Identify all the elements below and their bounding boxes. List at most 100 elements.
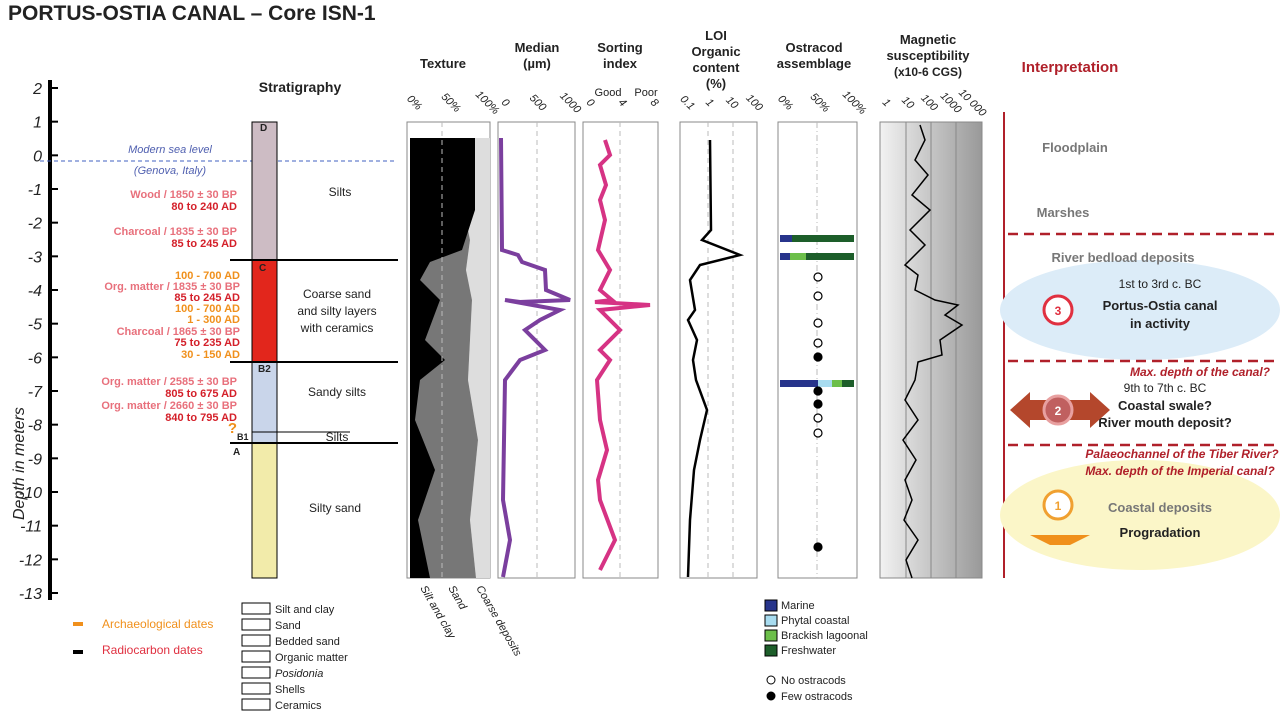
legend-swatch bbox=[73, 650, 83, 654]
panel-title: (%) bbox=[706, 76, 726, 91]
legend-swatch bbox=[242, 683, 270, 694]
few-ostracod bbox=[814, 543, 822, 551]
legend-swatch bbox=[242, 603, 270, 614]
legend-swatch bbox=[765, 600, 777, 611]
y-tick-label: -7 bbox=[28, 384, 43, 401]
depth-axis bbox=[48, 80, 52, 600]
no-ostracod bbox=[814, 414, 822, 422]
date-sample: Wood / 1850 ± 30 BP bbox=[130, 189, 237, 201]
unit-c bbox=[252, 260, 277, 362]
legend-swatch bbox=[242, 651, 270, 662]
panel-tick: 100 bbox=[918, 92, 940, 114]
panel-title: Sorting bbox=[597, 40, 643, 55]
legend-swatch bbox=[765, 645, 777, 656]
legend-swatch bbox=[765, 630, 777, 641]
interp-item: in activity bbox=[1130, 316, 1191, 331]
unit-code: A bbox=[233, 447, 240, 458]
panel-title: susceptibility bbox=[886, 48, 970, 63]
unit-label: Silts bbox=[329, 185, 352, 199]
few-ostracod bbox=[814, 353, 822, 361]
legend-item: Shells bbox=[275, 684, 305, 696]
panel-title: Ostracod bbox=[785, 40, 842, 55]
panel-tick: 10 bbox=[899, 94, 917, 112]
no-ostracod bbox=[814, 292, 822, 300]
legend-item: No ostracods bbox=[781, 675, 846, 687]
date-archaeo: ? bbox=[228, 420, 237, 437]
y-tick-label: 1 bbox=[33, 115, 42, 132]
legend-item: Freshwater bbox=[781, 645, 836, 657]
y-tick-label: -8 bbox=[28, 418, 42, 435]
y-tick-label: -11 bbox=[20, 519, 42, 536]
y-tick-label: -4 bbox=[28, 283, 42, 300]
panel-title: assemblage bbox=[777, 56, 851, 71]
y-tick-label: -6 bbox=[28, 350, 42, 367]
panel-title: content bbox=[693, 60, 741, 75]
unit-label: with ceramics bbox=[300, 321, 374, 335]
y-tick-label: -3 bbox=[28, 249, 42, 266]
panel-title: (x10-6 CGS) bbox=[894, 65, 962, 79]
panel-title: LOI bbox=[705, 28, 727, 43]
marine-bar bbox=[780, 235, 792, 242]
panel-tick: 10 bbox=[723, 94, 741, 112]
unit-code: D bbox=[260, 123, 267, 134]
legend-item: Marine bbox=[781, 600, 815, 612]
no-ostracod bbox=[814, 429, 822, 437]
panel-tick: 10 000 bbox=[956, 87, 989, 120]
legend-swatch bbox=[767, 692, 775, 700]
y-tick-label: -9 bbox=[28, 451, 42, 468]
unit-label: Sandy silts bbox=[308, 385, 366, 399]
interp-item: 1st to 3rd c. BC bbox=[1119, 277, 1202, 291]
brackish-bar bbox=[832, 380, 842, 387]
panel-title: Median bbox=[515, 40, 560, 55]
y-tick-label: -2 bbox=[28, 216, 42, 233]
interp-item: Max. depth of the Imperial canal? bbox=[1085, 464, 1275, 478]
legend-item: Radiocarbon dates bbox=[102, 643, 203, 657]
legend-swatch bbox=[242, 635, 270, 646]
figure: PORTUS-OSTIA CANAL – Core ISN-1 Depth in… bbox=[0, 0, 1288, 727]
unit-code: B2 bbox=[258, 364, 271, 375]
interp-title: Interpretation bbox=[1022, 59, 1119, 76]
interp-item: River bedload deposits bbox=[1051, 250, 1194, 265]
title: PORTUS-OSTIA CANAL – Core ISN-1 bbox=[8, 2, 376, 25]
unit-a bbox=[252, 443, 277, 578]
date-archaeo: 1 - 300 AD bbox=[187, 314, 240, 326]
num: 2 bbox=[1055, 404, 1062, 418]
panel-tick: 100 bbox=[743, 92, 765, 114]
interp-item: Floodplain bbox=[1042, 140, 1108, 155]
panel-tick: 0% bbox=[404, 93, 424, 113]
interp-item: Coastal swale? bbox=[1118, 398, 1212, 413]
axis-label: Depth in meters bbox=[11, 407, 28, 520]
legend-item: Phytal coastal bbox=[781, 615, 849, 627]
date-sample: Org. matter / 2660 ± 30 BP bbox=[101, 400, 237, 412]
no-ostracod bbox=[814, 273, 822, 281]
y-tick-label: -12 bbox=[19, 552, 42, 569]
panel-title: Magnetic bbox=[900, 32, 956, 47]
sea-level: Modern sea level bbox=[128, 144, 212, 156]
legend-swatch bbox=[242, 699, 270, 710]
panel-title: index bbox=[603, 56, 638, 71]
few-ostracod bbox=[814, 400, 822, 408]
no-ostracod bbox=[814, 319, 822, 327]
y-tick-label: 2 bbox=[32, 81, 42, 98]
unit-label: Silty sand bbox=[309, 501, 361, 515]
date-sample: Org. matter / 2585 ± 30 BP bbox=[101, 376, 237, 388]
panel-tick: 1000 bbox=[557, 90, 583, 116]
date-age: 805 to 675 AD bbox=[165, 388, 237, 400]
marine-bar bbox=[780, 380, 818, 387]
unit-label: and silty layers bbox=[297, 304, 376, 318]
panel-title: (µm) bbox=[523, 56, 551, 71]
interp-item: Max. depth of the canal? bbox=[1130, 365, 1271, 379]
legend-item: Brackish lagoonal bbox=[781, 630, 868, 642]
texture-panel bbox=[407, 122, 490, 578]
texture-class: Coarse deposits bbox=[473, 584, 523, 659]
date-age: 85 to 245 AD bbox=[171, 238, 237, 250]
legend-item: Archaeological dates bbox=[102, 617, 213, 631]
interp-item: Portus-Ostia canal bbox=[1103, 298, 1218, 313]
panel-tick: 1 bbox=[703, 96, 716, 109]
panel-title: Organic bbox=[691, 44, 740, 59]
y-tick-label: -1 bbox=[28, 182, 42, 199]
freshwater-bar bbox=[806, 253, 854, 260]
legend-swatch bbox=[73, 622, 83, 626]
panel-title: Stratigraphy bbox=[259, 79, 342, 95]
legend-item: Organic matter bbox=[275, 652, 348, 664]
